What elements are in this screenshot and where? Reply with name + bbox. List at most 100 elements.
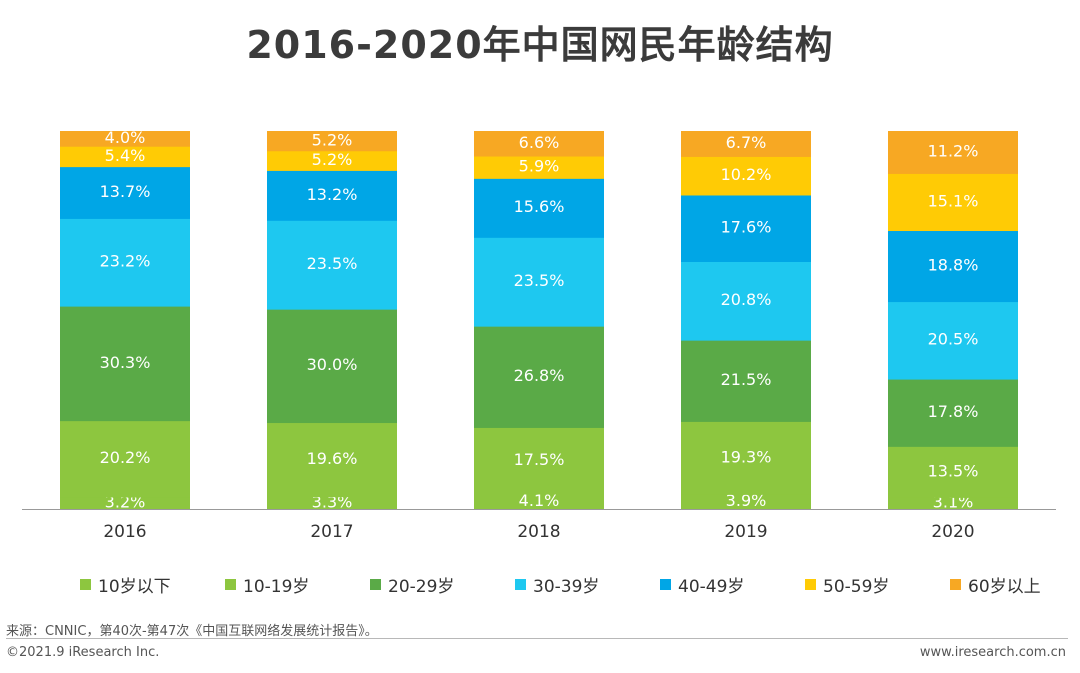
- stacked-bar-chart: 3.2%20.2%30.3%23.2%13.7%5.4%4.0%20163.3%…: [22, 128, 1056, 542]
- legend-swatch: [515, 579, 526, 590]
- legend-item-5: 50-59岁: [805, 572, 950, 597]
- legend-item-2: 20-29岁: [370, 572, 515, 597]
- legend-item-1: 10-19岁: [225, 572, 370, 597]
- legend-label: 60岁以上: [968, 577, 1041, 597]
- data-label-2020-6: 11.2%: [928, 142, 979, 161]
- legend-label: 50-59岁: [823, 577, 890, 597]
- chart-title: 2016-2020年中国网民年龄结构: [246, 23, 834, 67]
- data-label-2020-2: 17.8%: [928, 402, 979, 421]
- legend-item-3: 30-39岁: [515, 572, 660, 597]
- data-label-2018-0: 4.1%: [519, 491, 560, 510]
- legend-item-4: 40-49岁: [660, 572, 805, 597]
- data-label-2019-3: 20.8%: [721, 290, 772, 309]
- bar-segment-2018-1: [474, 427, 604, 495]
- bar-segment-2016-6: [60, 131, 190, 147]
- bar-segment-2018-5: [474, 155, 604, 179]
- data-label-2018-1: 17.5%: [514, 450, 565, 469]
- data-label-2019-0: 3.9%: [726, 491, 767, 510]
- data-label-2020-4: 18.8%: [928, 255, 979, 274]
- bar-segment-2016-5: [60, 146, 190, 168]
- bar-segment-2017-0: [267, 496, 397, 510]
- legend-swatch: [225, 579, 236, 590]
- bar-segment-2016-1: [60, 420, 190, 498]
- bar-segment-2020-3: [888, 301, 1018, 380]
- legend-swatch: [660, 579, 671, 590]
- bar-segment-2020-6: [888, 131, 1018, 174]
- website-link[interactable]: www.iresearch.com.cn: [919, 645, 1066, 660]
- bar-segment-2019-6: [681, 131, 811, 157]
- x-tick-label-2017: 2017: [310, 522, 353, 542]
- bar-segment-2020-0: [888, 497, 1018, 510]
- data-label-2016-2: 30.3%: [100, 353, 151, 372]
- bar-segment-2019-1: [681, 421, 811, 495]
- legend-label: 20-29岁: [388, 577, 455, 597]
- data-label-2017-1: 19.6%: [307, 449, 358, 468]
- x-tick-label-2016: 2016: [103, 522, 146, 542]
- data-label-2016-4: 13.7%: [100, 182, 151, 201]
- bar-segment-2017-2: [267, 309, 397, 424]
- bar-segment-2016-4: [60, 166, 190, 219]
- bar-segment-2019-3: [681, 261, 811, 341]
- bar-segment-2017-3: [267, 220, 397, 310]
- bar-segment-2017-5: [267, 150, 397, 171]
- bar-segment-2019-5: [681, 156, 811, 196]
- legend-item-6: 60岁以上: [950, 572, 1080, 597]
- bar-segment-2020-5: [888, 173, 1018, 232]
- data-label-2017-2: 30.0%: [307, 355, 358, 374]
- legend-label: 10岁以下: [98, 577, 171, 597]
- copyright: ©2021.9 iResearch Inc.: [6, 645, 160, 660]
- data-label-2018-4: 15.6%: [514, 197, 565, 216]
- bar-segment-2018-6: [474, 131, 604, 157]
- legend-item-0: 10岁以下: [80, 572, 225, 597]
- data-label-2020-1: 13.5%: [928, 461, 979, 480]
- legend-label: 30-39岁: [533, 577, 600, 597]
- bar-segment-2020-2: [888, 378, 1018, 447]
- bar-segment-2016-2: [60, 306, 190, 422]
- bar-segment-2019-2: [681, 340, 811, 422]
- bar-segment-2017-6: [267, 131, 397, 152]
- bar-segment-2019-0: [681, 494, 811, 510]
- data-label-2016-5: 5.4%: [105, 146, 146, 165]
- data-label-2016-3: 23.2%: [100, 252, 151, 271]
- source-note: 来源：CNNIC，第40次-第47次《中国互联网络发展统计报告》。: [6, 624, 378, 639]
- data-label-2018-5: 5.9%: [519, 157, 560, 176]
- bar-segment-2018-0: [474, 493, 604, 510]
- bar-segment-2020-4: [888, 230, 1018, 303]
- bar-segment-2016-0: [60, 496, 190, 510]
- data-label-2019-1: 19.3%: [721, 447, 772, 466]
- data-label-2016-1: 20.2%: [100, 448, 151, 467]
- bar-segment-2018-2: [474, 326, 604, 428]
- bar-segment-2017-1: [267, 422, 397, 498]
- legend-swatch: [80, 579, 91, 590]
- data-label-2018-3: 23.5%: [514, 271, 565, 290]
- data-label-2019-6: 6.7%: [726, 133, 767, 152]
- bar-segment-2016-3: [60, 218, 190, 307]
- legend: 10岁以下 10-19岁 20-29岁 30-39岁 40-49岁 50-59岁 60岁以上: [80, 572, 1080, 597]
- legend-label: 10-19岁: [243, 577, 310, 597]
- data-label-2020-3: 20.5%: [928, 330, 979, 349]
- data-label-2016-6: 4.0%: [105, 128, 146, 147]
- bar-segment-2020-1: [888, 446, 1018, 498]
- data-label-2017-6: 5.2%: [312, 130, 353, 149]
- bar-segment-2019-4: [681, 194, 811, 263]
- data-label-2017-3: 23.5%: [307, 254, 358, 273]
- data-label-2019-5: 10.2%: [721, 165, 772, 184]
- data-label-2018-2: 26.8%: [514, 366, 565, 385]
- data-label-2017-5: 5.2%: [312, 150, 353, 169]
- bar-segment-2018-3: [474, 237, 604, 327]
- legend-label: 40-49岁: [678, 577, 745, 597]
- bar-segment-2017-4: [267, 170, 397, 221]
- data-label-2019-4: 17.6%: [721, 218, 772, 237]
- data-label-2020-5: 15.1%: [928, 191, 979, 210]
- footer-divider: [6, 638, 1068, 639]
- data-label-2019-2: 21.5%: [721, 370, 772, 389]
- legend-swatch: [805, 579, 816, 590]
- x-tick-label-2020: 2020: [931, 522, 974, 542]
- data-label-2017-4: 13.2%: [307, 185, 358, 204]
- x-tick-label-2019: 2019: [724, 522, 767, 542]
- x-tick-label-2018: 2018: [517, 522, 560, 542]
- bar-segment-2018-4: [474, 178, 604, 238]
- legend-swatch: [950, 579, 961, 590]
- data-label-2018-6: 6.6%: [519, 133, 560, 152]
- legend-swatch: [370, 579, 381, 590]
